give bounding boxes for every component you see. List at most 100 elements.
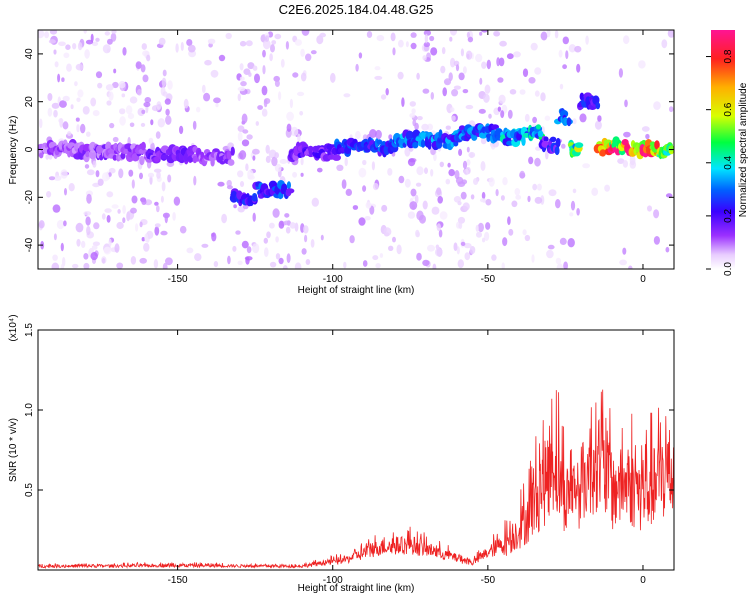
colorbar-tick-label: 0.6 — [723, 102, 734, 116]
snr-scale-note: (x10⁴) — [8, 314, 19, 341]
spectrogram-cell — [54, 61, 59, 68]
spectrogram-cell — [300, 48, 305, 57]
spectrogram-cell — [311, 197, 319, 207]
spectrogram-cell — [193, 175, 197, 186]
spectrogram-cell — [462, 66, 467, 74]
y-tick-label: 20 — [24, 96, 35, 108]
spectrogram-cell — [307, 145, 314, 152]
spectrogram-cell — [90, 97, 97, 107]
spectrogram-cell — [336, 164, 344, 171]
spectrogram-cell — [63, 220, 67, 227]
spectrogram-cell — [262, 49, 266, 58]
spectrogram-cell — [513, 51, 521, 58]
spectrogram-cell — [316, 35, 324, 45]
spectrogram-cell — [524, 113, 530, 122]
spectrogram-cell — [109, 122, 115, 129]
spectrogram-cell — [570, 200, 576, 211]
spectrogram-cell — [97, 178, 104, 186]
spectrogram-cell — [104, 208, 112, 213]
spectrogram-cell — [454, 170, 460, 180]
spectrogram-cell — [244, 256, 253, 261]
spectrogram-cell — [565, 50, 569, 60]
spectrogram-cell — [38, 220, 45, 229]
spectrogram-cell — [130, 207, 137, 214]
spectrogram-cell — [430, 47, 438, 56]
spectrogram-cell — [274, 163, 282, 172]
spectrogram-cell — [237, 125, 245, 132]
spectrogram-cell — [507, 109, 513, 119]
spectrogram-cell — [427, 244, 435, 252]
spectrogram-cell — [460, 241, 466, 246]
spectrogram-cell — [77, 89, 84, 98]
spectrogram-cell — [448, 72, 453, 82]
spectrogram-cell — [488, 113, 492, 119]
spectrogram-cell — [269, 222, 275, 229]
y-tick-label: 1.5 — [24, 323, 35, 337]
colorbar-tick-label: 0.2 — [723, 209, 734, 223]
spectrogram-cell — [118, 80, 126, 89]
spectrogram-cell — [161, 181, 166, 192]
spectrogram-cell — [95, 71, 103, 79]
spectrogram-cell — [53, 109, 58, 118]
spectrogram-cell — [221, 213, 228, 224]
spectrogram-cell — [122, 217, 126, 224]
spectrogram-cell — [226, 150, 231, 160]
spectrogram-cell — [93, 222, 100, 230]
spectrogram-cell — [139, 155, 145, 166]
spectrogram-cell — [451, 89, 459, 97]
spectrogram-cell — [72, 43, 77, 50]
spectrogram-cell — [500, 110, 505, 119]
spectrogram-cell — [106, 215, 111, 223]
spectrogram-cell — [379, 253, 384, 258]
snr-panel: -150 -100 -50 0 0.5 1.0 1.5 Height of straight… — [8, 314, 675, 594]
spectrogram-cell — [85, 39, 94, 45]
spectrogram-cell — [52, 254, 58, 261]
spectrogram-cell — [251, 195, 258, 202]
spectrogram-cell — [437, 196, 444, 204]
spectrogram-cell — [217, 181, 225, 187]
spectrogram-cell — [407, 211, 416, 219]
spectrogram-cell — [278, 91, 282, 101]
spectrogram-cell — [531, 254, 535, 263]
spectrogram-cell — [562, 64, 567, 70]
spectrogram-cell — [546, 249, 554, 259]
spectrogram-cell — [544, 115, 551, 121]
spectrogram-cell — [131, 195, 138, 204]
spectrogram-cell — [139, 257, 147, 264]
spectrogram-cell — [466, 146, 470, 153]
spectrogram-cell — [509, 89, 517, 95]
spectrogram-cell — [143, 242, 150, 252]
spectrogram-cell — [80, 123, 86, 134]
spectrogram-cell — [119, 116, 126, 126]
spectrogram-cell — [559, 83, 564, 90]
spectrogram-cell — [341, 179, 347, 190]
spectrogram-cell — [59, 100, 67, 108]
spectrogram-cell — [358, 52, 363, 59]
spectrogram-cell — [154, 156, 160, 163]
spectrogram-cell — [141, 43, 147, 50]
spectrogram-cell — [290, 126, 299, 137]
spectrogram-cell — [82, 106, 90, 115]
spectrogram-cell — [146, 54, 151, 62]
spectrogram-cell — [481, 61, 487, 69]
spectrogram-cell — [569, 212, 574, 217]
spectrogram-cell — [240, 81, 247, 87]
spectrogram-cell — [317, 167, 323, 173]
spectrogram-cell — [422, 200, 428, 210]
spectrogram-cell — [481, 30, 488, 33]
spectrogram-cell — [561, 143, 566, 149]
x-tick-label: 0 — [640, 575, 646, 586]
spectrogram-cell — [285, 188, 295, 194]
spectrogram-cell — [405, 130, 415, 141]
spectrogram-cell — [562, 36, 569, 45]
spectrogram-cell — [439, 161, 444, 168]
spectrogram-cell — [388, 245, 394, 251]
spectrogram-cell — [46, 191, 52, 198]
spectrogram-cell — [486, 59, 491, 70]
spectrogram-cell — [138, 148, 148, 154]
spectrogram-cell — [527, 195, 531, 203]
spectrogram-cell — [534, 196, 543, 204]
colorbar-tick-label: 0.4 — [723, 155, 734, 169]
spectrogram-cell — [107, 38, 113, 45]
spectrogram-cell — [462, 160, 468, 169]
